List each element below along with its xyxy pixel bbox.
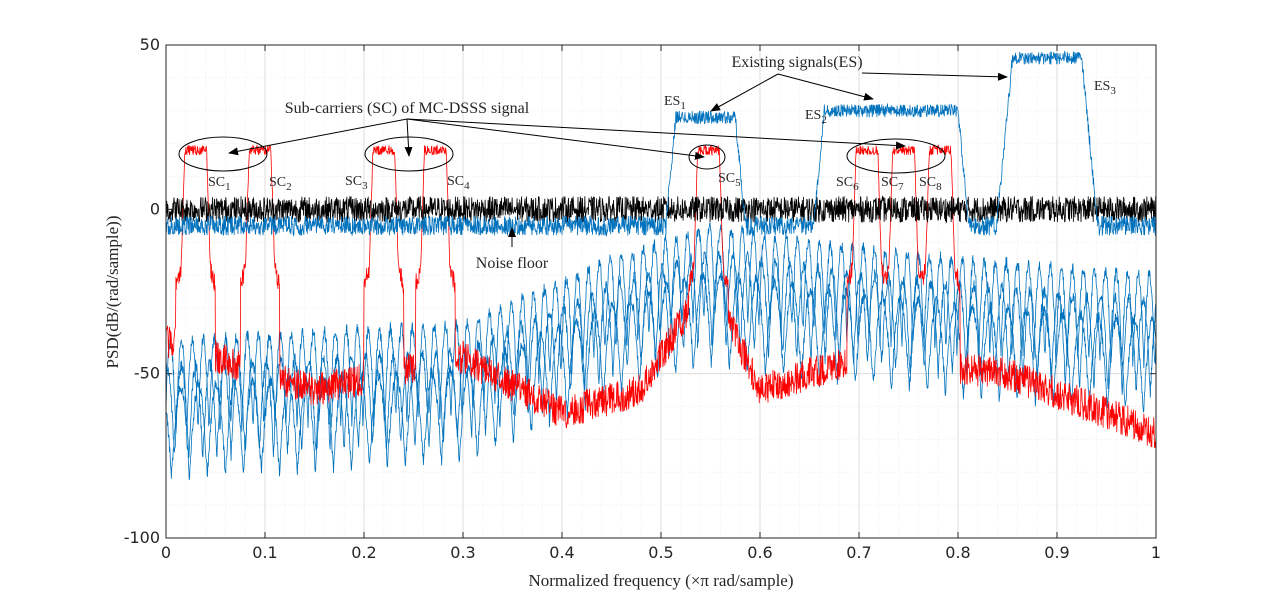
label-es2: ES2 xyxy=(805,108,827,126)
label-sc1: SC1 xyxy=(208,175,231,193)
x-tick-label: 0.1 xyxy=(252,543,277,562)
sc-arrow-3 xyxy=(406,118,705,160)
x-tick-label: 0.8 xyxy=(945,543,970,562)
es-callout-label: Existing signals(ES) xyxy=(731,54,862,71)
noise-floor-label: Noise floor xyxy=(476,255,549,272)
y-tick-label: -50 xyxy=(134,364,160,383)
noise-floor-line xyxy=(166,194,1156,224)
x-tick-label: 0.3 xyxy=(450,543,475,562)
sc-ellipse-4 xyxy=(846,138,946,174)
label-sc8: SC8 xyxy=(919,175,942,193)
x-tick-label: 0.6 xyxy=(747,543,772,562)
label-sc2: SC2 xyxy=(269,175,292,193)
sc-arrow-2 xyxy=(404,118,413,157)
red-series-line xyxy=(166,144,1156,448)
existing-signals-line xyxy=(166,50,1156,237)
sc-ellipse-1 xyxy=(178,136,268,172)
sc-ellipse-3 xyxy=(688,144,726,170)
sc-ellipse-2 xyxy=(364,136,454,172)
label-sc3: SC3 xyxy=(345,174,368,192)
x-tick-label: 0.9 xyxy=(1044,543,1069,562)
sc-arrow-4 xyxy=(406,118,906,150)
x-tick-label: 0.4 xyxy=(549,543,574,562)
x-tick-label: 0.5 xyxy=(648,543,673,562)
blue-series-line xyxy=(166,270,1156,480)
es-arrow-2 xyxy=(777,73,874,101)
annotations: Sub-carriers (SC) of MC-DSSS signal Exis… xyxy=(178,54,1116,272)
label-es1: ES1 xyxy=(664,94,686,112)
label-sc6: SC6 xyxy=(836,175,859,193)
y-axis-label: PSD(dB/(rad/sample)) xyxy=(103,216,122,369)
x-tick-label: 0.2 xyxy=(351,543,376,562)
x-axis-label: Normalized frequency (×π rad/sample) xyxy=(528,571,793,590)
y-tick-label: 50 xyxy=(140,35,160,54)
x-tick-label: 1 xyxy=(1151,543,1161,562)
y-tick-label: 0 xyxy=(150,199,160,218)
x-tick-label: 0.7 xyxy=(846,543,871,562)
es-arrow-1 xyxy=(710,73,779,112)
sc-arrow-1 xyxy=(228,118,408,156)
label-sc4: SC4 xyxy=(447,174,470,192)
sc-callout-label: Sub-carriers (SC) of MC-DSSS signal xyxy=(285,100,530,117)
label-sc7: SC7 xyxy=(881,175,904,193)
label-es3: ES3 xyxy=(1094,79,1116,97)
x-tick-label: 0 xyxy=(161,543,171,562)
label-sc5: SC5 xyxy=(718,171,741,189)
es-arrow-3 xyxy=(861,72,1008,81)
y-tick-label: -100 xyxy=(124,528,160,547)
axis-ticks: 0 0.1 0.2 0.3 0.4 0.5 0.6 0.7 0.8 0.9 1 -100 -50 0 50 xyxy=(124,35,1161,562)
